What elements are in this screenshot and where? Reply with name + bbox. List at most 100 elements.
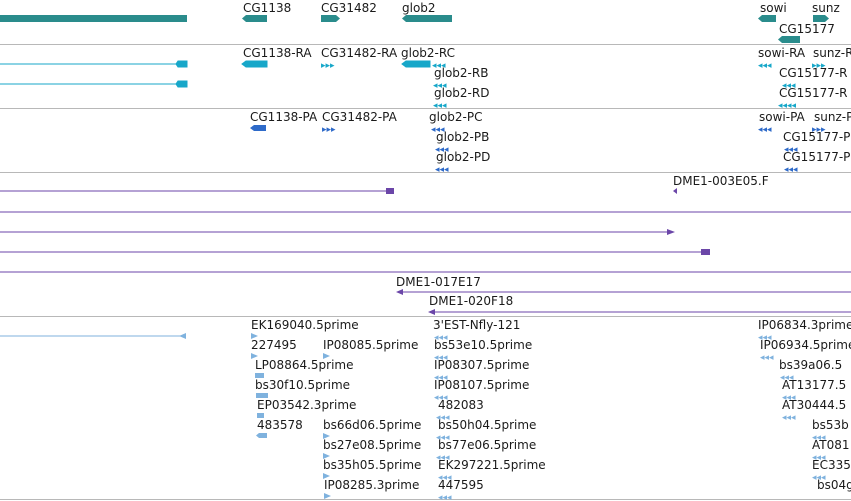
protein-label-glob2-PC[interactable]: glob2-PC (429, 110, 483, 124)
protein-label-CG1138-PA[interactable]: CG1138-PA (250, 110, 318, 124)
est-3EST-arrows[interactable]: ◂◂◂ (434, 333, 448, 343)
transcript-label-glob2-RB[interactable]: glob2-RB (434, 66, 489, 80)
protein-label-glob2-PB[interactable]: glob2-PB (436, 130, 490, 144)
est-label[interactable]: EK297221.5prime (438, 458, 546, 472)
protein-label-CG15177[interactable]: CG15177-P (783, 130, 851, 144)
transcript-label-CG1138-RA[interactable]: CG1138-RA (243, 46, 312, 60)
est-AT30444-arrows[interactable]: ◂◂◂ (782, 413, 796, 423)
est-227495[interactable] (251, 353, 258, 359)
est-AT081-arrows[interactable]: ◂◂◂ (812, 453, 826, 463)
est-label[interactable]: 447595 (438, 478, 484, 492)
est-bs50h04-arrows[interactable]: ◂◂◂ (436, 433, 450, 443)
est-label[interactable]: bs53e10.5prime (434, 338, 533, 352)
est-EC335-arrows[interactable]: ◂◂◂ (812, 473, 826, 483)
est-label[interactable]: EP03542.3prime (257, 398, 357, 412)
est-447595-arrows[interactable]: ◂◂◂ (438, 493, 452, 501)
gene-CG1138[interactable] (242, 15, 267, 22)
gene-glob2[interactable] (402, 15, 452, 22)
est-label[interactable]: EC335 (812, 458, 851, 472)
est-bs53e10-arrows[interactable]: ◂◂◂ (434, 353, 448, 363)
est-label[interactable]: bs30f10.5prime (255, 378, 351, 392)
gene-label-sowi[interactable]: sowi (760, 1, 787, 15)
protein-label-sunz-P[interactable]: sunz-P (814, 110, 851, 124)
est-label[interactable]: bs77e06.5prime (438, 438, 537, 452)
est-IP08285[interactable] (324, 493, 331, 499)
est-IP06834-arrows[interactable]: ◂◂◂ (758, 333, 772, 343)
est-label[interactable]: IP08285.3prime (324, 478, 420, 492)
protein-CG1138-PA[interactable] (250, 125, 266, 131)
est-label[interactable]: 227495 (251, 338, 297, 352)
est-label[interactable]: bs50h04.5prime (438, 418, 537, 432)
est-IP08107-arrows[interactable]: ◂◂◂ (434, 393, 448, 403)
est-EP03542[interactable] (257, 413, 264, 418)
est-label[interactable]: bs39a06.5 (779, 358, 843, 372)
est-label[interactable]: AT081 (812, 438, 850, 452)
protein-CG15177-arrows: ◂◂◂ (784, 165, 798, 175)
est-label[interactable]: IP08085.5prime (323, 338, 419, 352)
est-label[interactable]: 482083 (438, 398, 484, 412)
est-label[interactable]: AT30444.5 (782, 398, 847, 412)
est-IP08085[interactable] (323, 353, 330, 359)
transcript-glob2-RC-arrows: ◂◂◂ (432, 61, 446, 71)
gene-track (0, 15, 829, 43)
protein-glob2-PB-arrows: ◂◂◂ (435, 145, 449, 155)
gene-label-CG1138[interactable]: CG1138 (243, 1, 292, 15)
est-EK169040[interactable] (251, 333, 258, 339)
transcript-label-sowi-RA[interactable]: sowi-RA (758, 46, 806, 60)
est-bs35h05[interactable] (323, 473, 330, 479)
gene-label-CG31482[interactable]: CG31482 (321, 1, 377, 15)
est-label[interactable]: IP06834.3prime (758, 318, 851, 332)
est-bs30f10[interactable] (256, 393, 268, 398)
est-label[interactable]: bs53b (812, 418, 849, 432)
transcript-label-glob2-RC[interactable]: glob2-RC (401, 46, 455, 60)
est-label[interactable]: IP06934.5prime (760, 338, 851, 352)
est-EK297221-arrows[interactable]: ◂◂◂ (438, 473, 452, 483)
gene-label-glob2[interactable]: glob2 (402, 1, 436, 15)
clone-label-DME1-003E05[interactable]: DME1-003E05.F (673, 174, 769, 188)
est-bs77e06-arrows[interactable]: ◂◂◂ (436, 453, 450, 463)
est-label[interactable]: bs35h05.5prime (323, 458, 422, 472)
transcript-label-CG31482-RA[interactable]: CG31482-RA (321, 46, 398, 60)
gene-sunz[interactable] (813, 15, 829, 22)
est-bs53b-arrows[interactable]: ◂◂◂ (812, 433, 826, 443)
est-label[interactable]: IP08307.5prime (434, 358, 530, 372)
est-IP08307-arrows[interactable]: ◂◂◂ (434, 373, 448, 383)
est-bs27e08[interactable] (323, 453, 330, 459)
transcript-glob2-RC[interactable] (401, 60, 431, 68)
gene-label-sunz[interactable]: sunz (812, 1, 840, 15)
est-483578[interactable] (256, 433, 267, 438)
transcript-CG15177-arrows: ◂◂◂◂ (778, 101, 797, 111)
est-bs66d06[interactable] (323, 433, 330, 439)
est-label[interactable]: EK169040.5prime (251, 318, 359, 332)
est-label[interactable]: IP08107.5prime (434, 378, 530, 392)
gene-CG31482[interactable] (321, 15, 340, 22)
gene-bar-left[interactable] (0, 15, 187, 22)
est-label[interactable]: bs04g (817, 478, 851, 492)
transcript-label-CG15177[interactable]: CG15177-R (779, 66, 848, 80)
transcript-label-CG15177[interactable]: CG15177-R (779, 86, 848, 100)
clone-label-DME1-020F18[interactable]: DME1-020F18 (429, 294, 514, 308)
est-label[interactable]: 483578 (257, 418, 303, 432)
est-bs39a06-arrows[interactable]: ◂◂◂ (780, 373, 794, 383)
est-482083-arrows[interactable]: ◂◂◂ (436, 413, 450, 423)
protein-label-sowi-PA[interactable]: sowi-PA (759, 110, 805, 124)
gene-sowi[interactable] (758, 15, 776, 22)
gene-label-CG15177[interactable]: CG15177 (779, 22, 835, 36)
est-label[interactable]: 3'EST-Nfly-121 (433, 318, 521, 332)
transcript-label-glob2-RD[interactable]: glob2-RD (434, 86, 490, 100)
transcript-label-sunz-R[interactable]: sunz-R (813, 46, 851, 60)
transcript-CG1138-RA[interactable] (241, 60, 268, 68)
est-label[interactable]: LP08864.5prime (255, 358, 354, 372)
clone-label-DME1-017E17[interactable]: DME1-017E17 (396, 275, 481, 289)
est-LP08864[interactable] (255, 373, 264, 378)
protein-label-CG31482-PA[interactable]: CG31482-PA (322, 110, 397, 124)
est-AT13177-arrows[interactable]: ◂◂◂ (782, 393, 796, 403)
gene-CG15177[interactable] (778, 36, 800, 43)
est-label[interactable]: bs66d06.5prime (323, 418, 422, 432)
est-label[interactable]: AT13177.5 (782, 378, 847, 392)
est-label[interactable]: bs27e08.5prime (323, 438, 422, 452)
est-IP06934-arrows[interactable]: ◂◂◂ (760, 353, 774, 363)
clone-DME1-003E05-arrow[interactable] (673, 188, 677, 194)
protein-label-glob2-PD[interactable]: glob2-PD (436, 150, 491, 164)
protein-label-CG15177[interactable]: CG15177-P (783, 150, 851, 164)
